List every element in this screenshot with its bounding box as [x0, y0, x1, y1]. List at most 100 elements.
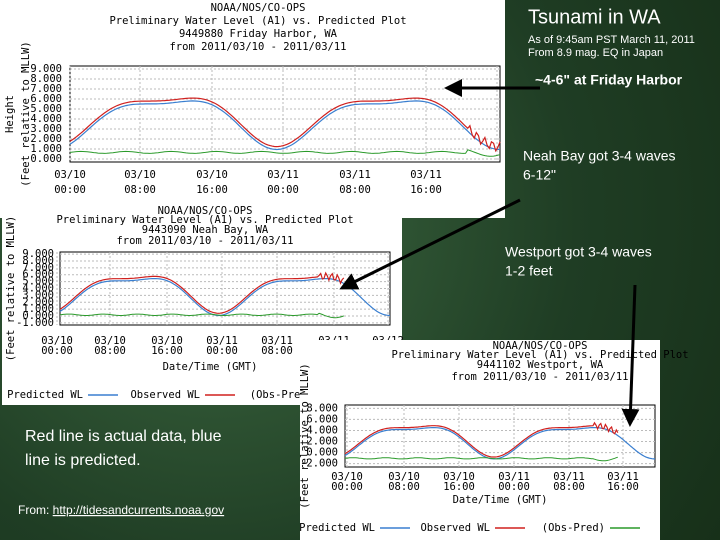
- x-tick-time: 08:00: [124, 184, 156, 196]
- y-tick-label: 5.000: [22, 276, 54, 288]
- x-tick-date: 03/10: [41, 335, 73, 347]
- annotation: Neah Bay got 3-4 waves: [523, 148, 676, 164]
- x-tick-time: 08:00: [388, 481, 420, 493]
- chart-title-line: Preliminary Water Level (A1) vs. Predict…: [391, 349, 688, 361]
- chart-image: NOAA/NOS/CO-OPS Preliminary Water Level (…: [0, 0, 505, 218]
- y-tick-label: 5.000: [30, 103, 62, 115]
- legend-label: Predicted WL: [7, 389, 83, 401]
- x-tick-time: 16:00: [607, 481, 639, 493]
- y-tick-label: 3.000: [22, 289, 54, 301]
- x-tick-time: 16:00: [443, 481, 475, 493]
- x-tick-date: 03/11: [498, 471, 530, 483]
- predicted-curve: [69, 100, 500, 151]
- y-tick-label: 3.000: [30, 123, 62, 135]
- chart-title-line: NOAA/NOS/CO-OPS: [158, 205, 253, 217]
- x-tick-date: 03/10: [54, 169, 86, 181]
- chart-title-line: 9441102 Westport, WA: [477, 359, 604, 371]
- y-axis-label: (Feet relative to MLLW): [5, 216, 17, 361]
- chart-title-line: Preliminary Water Level (A1) vs. Predict…: [56, 214, 353, 226]
- y-tick-label: 7.000: [30, 83, 62, 95]
- observed-curve: [344, 421, 619, 458]
- observed-curve: [59, 271, 345, 314]
- y-tick-label: 6.000: [30, 93, 62, 105]
- legend-label: (Obs-Pred): [542, 522, 605, 534]
- chart-title-line: 9443090 Neah Bay, WA: [142, 224, 269, 236]
- arrow: [621, 284, 640, 427]
- x-tick-time: 00:00: [267, 184, 299, 196]
- y-tick-label: -1.000: [16, 317, 54, 329]
- x-axis-label: Date/Time (GMT): [163, 361, 258, 373]
- x-tick-time: 16:00: [151, 345, 183, 357]
- y-tick-label: 9.000: [22, 248, 54, 260]
- y-tick-label: 1.000: [22, 303, 54, 315]
- legend-label: Observed WL: [420, 522, 490, 534]
- source-link[interactable]: http://tidesandcurrents.noaa.gov: [53, 503, 224, 517]
- y-tick-label: 0.000: [306, 447, 338, 459]
- x-tick-time: 16:00: [196, 184, 228, 196]
- x-tick-time: 00:00: [331, 481, 363, 493]
- x-tick-time: 00:00: [498, 481, 530, 493]
- x-tick-date: 03/10: [196, 169, 228, 181]
- y-tick-label: 9.000: [30, 63, 62, 75]
- legend-label: Observed WL: [130, 389, 200, 401]
- x-tick-date: 03/10: [151, 335, 183, 347]
- x-tick-time: 08:00: [339, 184, 371, 196]
- y-tick-label: 1.000: [30, 143, 62, 155]
- y-tick-label: 2.000: [30, 133, 62, 145]
- slide-title: Tsunami in WA: [528, 6, 661, 28]
- x-tick-date: 03/11: [410, 169, 442, 181]
- x-tick-date: 03/11: [267, 169, 299, 181]
- x-tick-time: 00:00: [54, 184, 86, 196]
- x-tick-date: 03/10: [331, 471, 363, 483]
- y-tick-label: 8.000: [306, 402, 338, 414]
- y-tick-label: 2.000: [306, 436, 338, 448]
- y-tick-label: 6.000: [22, 269, 54, 281]
- y-tick-label: 8.000: [22, 255, 54, 267]
- x-tick-time: 16:00: [410, 184, 442, 196]
- plot-area: [69, 65, 501, 163]
- annotation: Westport got 3-4 waves: [505, 244, 652, 260]
- annotation: 6-12": [523, 167, 556, 183]
- y-tick-label: 4.000: [22, 283, 54, 295]
- annotation: 1-2 feet: [505, 263, 553, 279]
- x-tick-date: 03/11: [553, 471, 585, 483]
- chart-title-line: from 2011/03/10 - 2011/03/11: [451, 371, 628, 383]
- x-tick-date: 03/10: [388, 471, 420, 483]
- chart-title-line: Preliminary Water Level (A1) vs. Predict…: [109, 15, 406, 27]
- slide-subtitle: From 8.9 mag. EQ in Japan: [528, 47, 663, 59]
- residual-curve: [69, 149, 501, 157]
- chart-title-line: 9449880 Friday Harbor, WA: [179, 28, 338, 40]
- x-axis-label: Date/Time (GMT): [453, 494, 548, 506]
- y-axis-label: (Feet relative to MLLW): [299, 363, 311, 508]
- y-tick-label: -2.000: [300, 458, 338, 470]
- y-tick-label: 0.000: [30, 153, 62, 165]
- x-tick-date: 03/10: [94, 335, 126, 347]
- y-axis-label: (Feet relative to MLLW): [20, 41, 32, 186]
- chart-title-line: from 2011/03/10 - 2011/03/11: [169, 41, 346, 53]
- x-tick-date: 03/11: [607, 471, 639, 483]
- observed-curve: [69, 97, 501, 153]
- y-tick-label: 2.000: [22, 296, 54, 308]
- residual-curve: [59, 312, 344, 319]
- residual-curve: [344, 456, 618, 462]
- y-tick-label: 4.000: [306, 424, 338, 436]
- y-tick-label: 6.000: [306, 413, 338, 425]
- chart-title-line: from 2011/03/10 - 2011/03/11: [116, 235, 293, 247]
- arrow: [339, 198, 521, 290]
- y-tick-label: 8.000: [30, 73, 62, 85]
- legend-label: Predicted WL: [299, 522, 375, 534]
- annotation: ~4-6" at Friday Harbor: [535, 72, 683, 88]
- x-tick-time: 00:00: [41, 345, 73, 357]
- y-tick-label: 0.000: [22, 310, 54, 322]
- note: line is predicted.: [25, 452, 141, 469]
- x-tick-date: 03/11: [339, 169, 371, 181]
- x-tick-time: 00:00: [206, 345, 238, 357]
- x-tick-time: 08:00: [261, 345, 293, 357]
- legend-label: (Obs-Pred): [250, 389, 313, 401]
- x-tick-date: 03/11: [261, 335, 293, 347]
- slide-subtitle: As of 9:45am PST March 11, 2011: [528, 34, 695, 46]
- x-tick-date: 03/11: [206, 335, 238, 347]
